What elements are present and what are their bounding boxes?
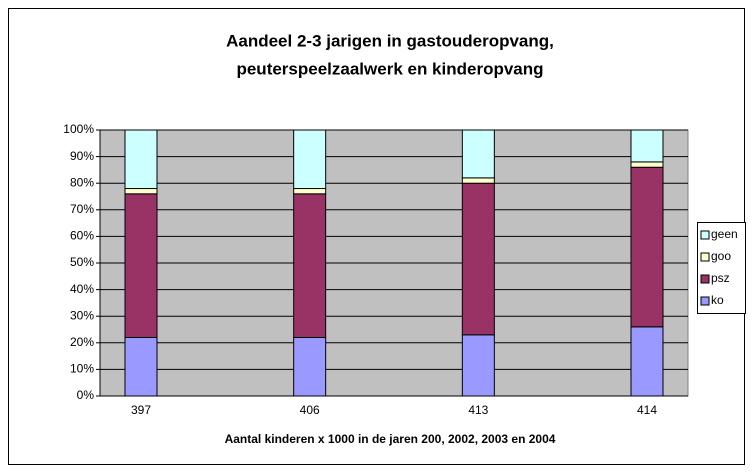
bar-segment — [124, 336, 158, 397]
x-tick-label: 397 — [131, 403, 151, 417]
legend-swatch — [700, 296, 710, 306]
y-tick-label: 100% — [63, 122, 94, 136]
y-tick-label: 10% — [70, 362, 94, 376]
bar-segment — [293, 336, 327, 397]
bar-segment — [124, 193, 158, 338]
x-tick-label: 413 — [468, 403, 488, 417]
y-tick-label: 40% — [70, 282, 94, 296]
chart-title: peuterspeelzaalwerk en kinderopvang — [236, 59, 543, 78]
bar-segment — [461, 334, 495, 397]
bar-segment — [293, 193, 327, 338]
y-tick-label: 0% — [77, 388, 95, 402]
bar-segment — [630, 161, 664, 168]
bar-segment — [461, 177, 495, 184]
y-tick-label: 60% — [70, 229, 94, 243]
legend-swatch — [700, 230, 710, 240]
legend-label: ko — [711, 293, 724, 307]
legend-swatch — [700, 274, 710, 284]
y-tick-label: 20% — [70, 335, 94, 349]
bar-segment — [124, 129, 158, 190]
legend-swatch — [700, 252, 710, 262]
y-tick-label: 70% — [70, 202, 94, 216]
chart-title: Aandeel 2-3 jarigen in gastouderopvang, — [226, 31, 554, 50]
bar-segment — [461, 182, 495, 336]
bar-segment — [630, 129, 664, 163]
bar-segment — [293, 188, 327, 195]
y-tick-label: 90% — [70, 149, 94, 163]
bar-segment — [630, 166, 664, 328]
y-tick-label: 30% — [70, 308, 94, 322]
x-tick-label: 406 — [300, 403, 320, 417]
bar-segment — [293, 129, 327, 190]
x-axis-title: Aantal kinderen x 1000 in de jaren 200, … — [225, 432, 556, 446]
legend-label: psz — [711, 271, 730, 285]
bar-segment — [461, 129, 495, 179]
bar-segment — [124, 188, 158, 195]
y-tick-label: 50% — [70, 255, 94, 269]
y-tick-label: 80% — [70, 175, 94, 189]
legend-label: goo — [711, 249, 731, 263]
legend-label: geen — [711, 227, 738, 241]
bar-segment — [630, 326, 664, 397]
x-tick-label: 414 — [637, 403, 657, 417]
